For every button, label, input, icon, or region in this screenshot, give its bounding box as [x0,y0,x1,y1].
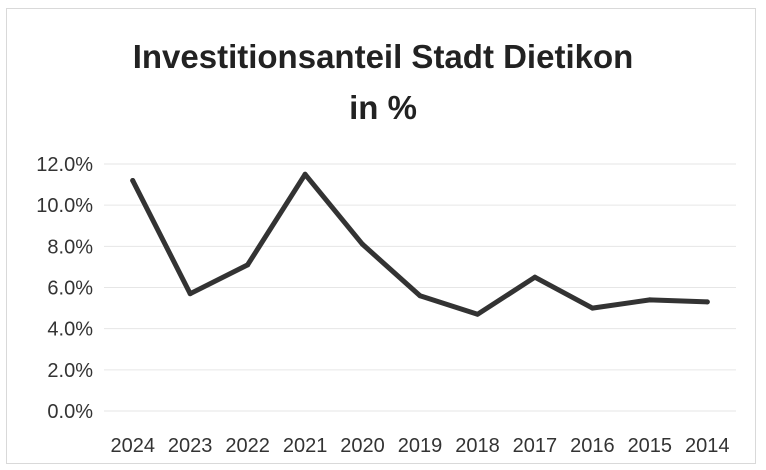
x-tick-label: 2017 [513,435,558,457]
data-point [647,297,653,303]
data-point [532,274,538,280]
data-point [704,299,710,305]
y-tick-label: 4.0% [47,319,93,341]
x-tick-label: 2024 [110,435,155,457]
data-point [302,171,308,177]
x-tick-label: 2016 [570,435,615,457]
x-tick-label: 2014 [685,435,730,457]
data-point [589,305,595,311]
x-tick-label: 2020 [340,435,385,457]
x-tick-label: 2019 [398,435,443,457]
y-tick-label: 0.0% [47,401,93,423]
y-tick-label: 6.0% [47,278,93,300]
chart-frame [6,8,756,464]
y-tick-label: 12.0% [36,154,93,176]
chart-subtitle: in % [349,89,417,126]
chart-title: Investitionsanteil Stadt Dietikon [132,38,634,75]
y-axis-tick-labels: 0.0% 2.0% 4.0% 6.0% 8.0% 10.0% 12.0% [36,154,93,423]
data-point [245,262,251,268]
data-point [360,241,366,247]
x-axis-tick-labels: 2024 2023 2022 2021 2020 2019 2018 2017 2016 2015… [110,435,729,457]
x-tick-label: 2018 [455,435,500,457]
data-point [417,293,423,299]
x-tick-label: 2023 [168,435,213,457]
x-tick-label: 2021 [283,435,328,457]
data-point [474,311,480,317]
gridlines [104,163,736,412]
y-tick-label: 8.0% [47,236,93,258]
data-point [187,291,193,297]
y-tick-label: 10.0% [36,195,93,217]
data-point [130,177,136,183]
y-tick-label: 2.0% [47,360,93,382]
x-tick-label: 2015 [628,435,673,457]
series-group [130,171,710,317]
x-tick-label: 2022 [225,435,270,457]
